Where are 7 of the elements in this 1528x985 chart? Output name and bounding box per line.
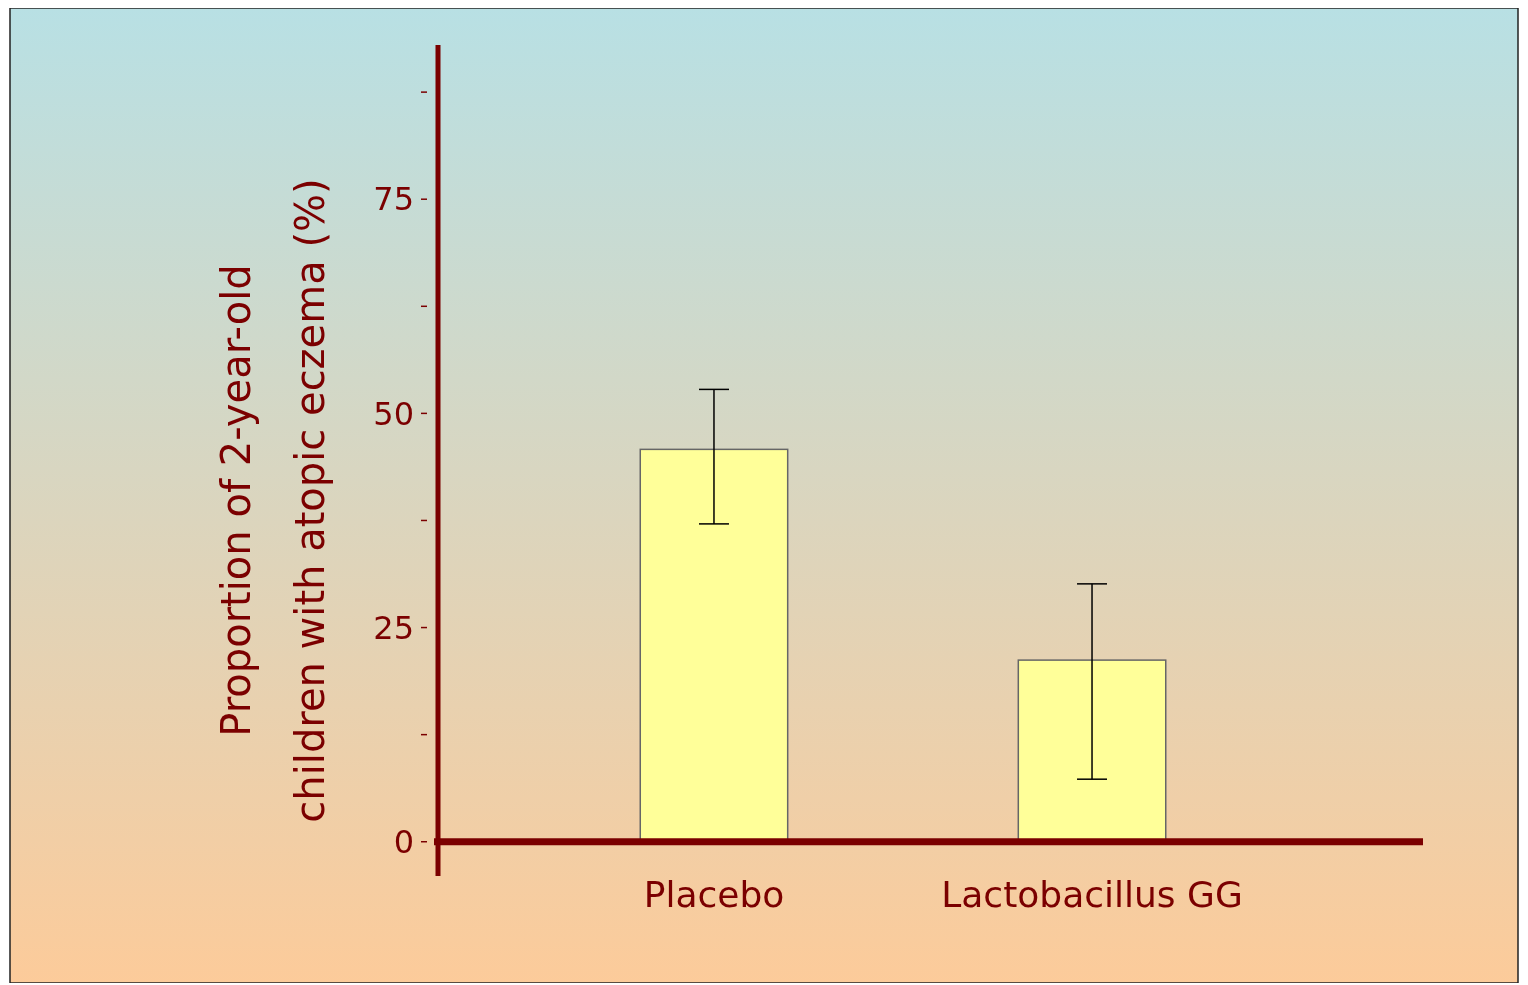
y-axis-title: Proportion of 2-year-old children with atopic eczema (%): [213, 178, 333, 823]
y-tick-label: 75: [373, 180, 414, 219]
y-tick-label: 0: [393, 822, 414, 861]
y-tick-label: 25: [373, 608, 414, 647]
x-tick-label: Lactobacillus GG: [941, 873, 1243, 915]
y-tick-label: 50: [373, 394, 414, 433]
x-tick-label: Placebo: [643, 873, 785, 915]
